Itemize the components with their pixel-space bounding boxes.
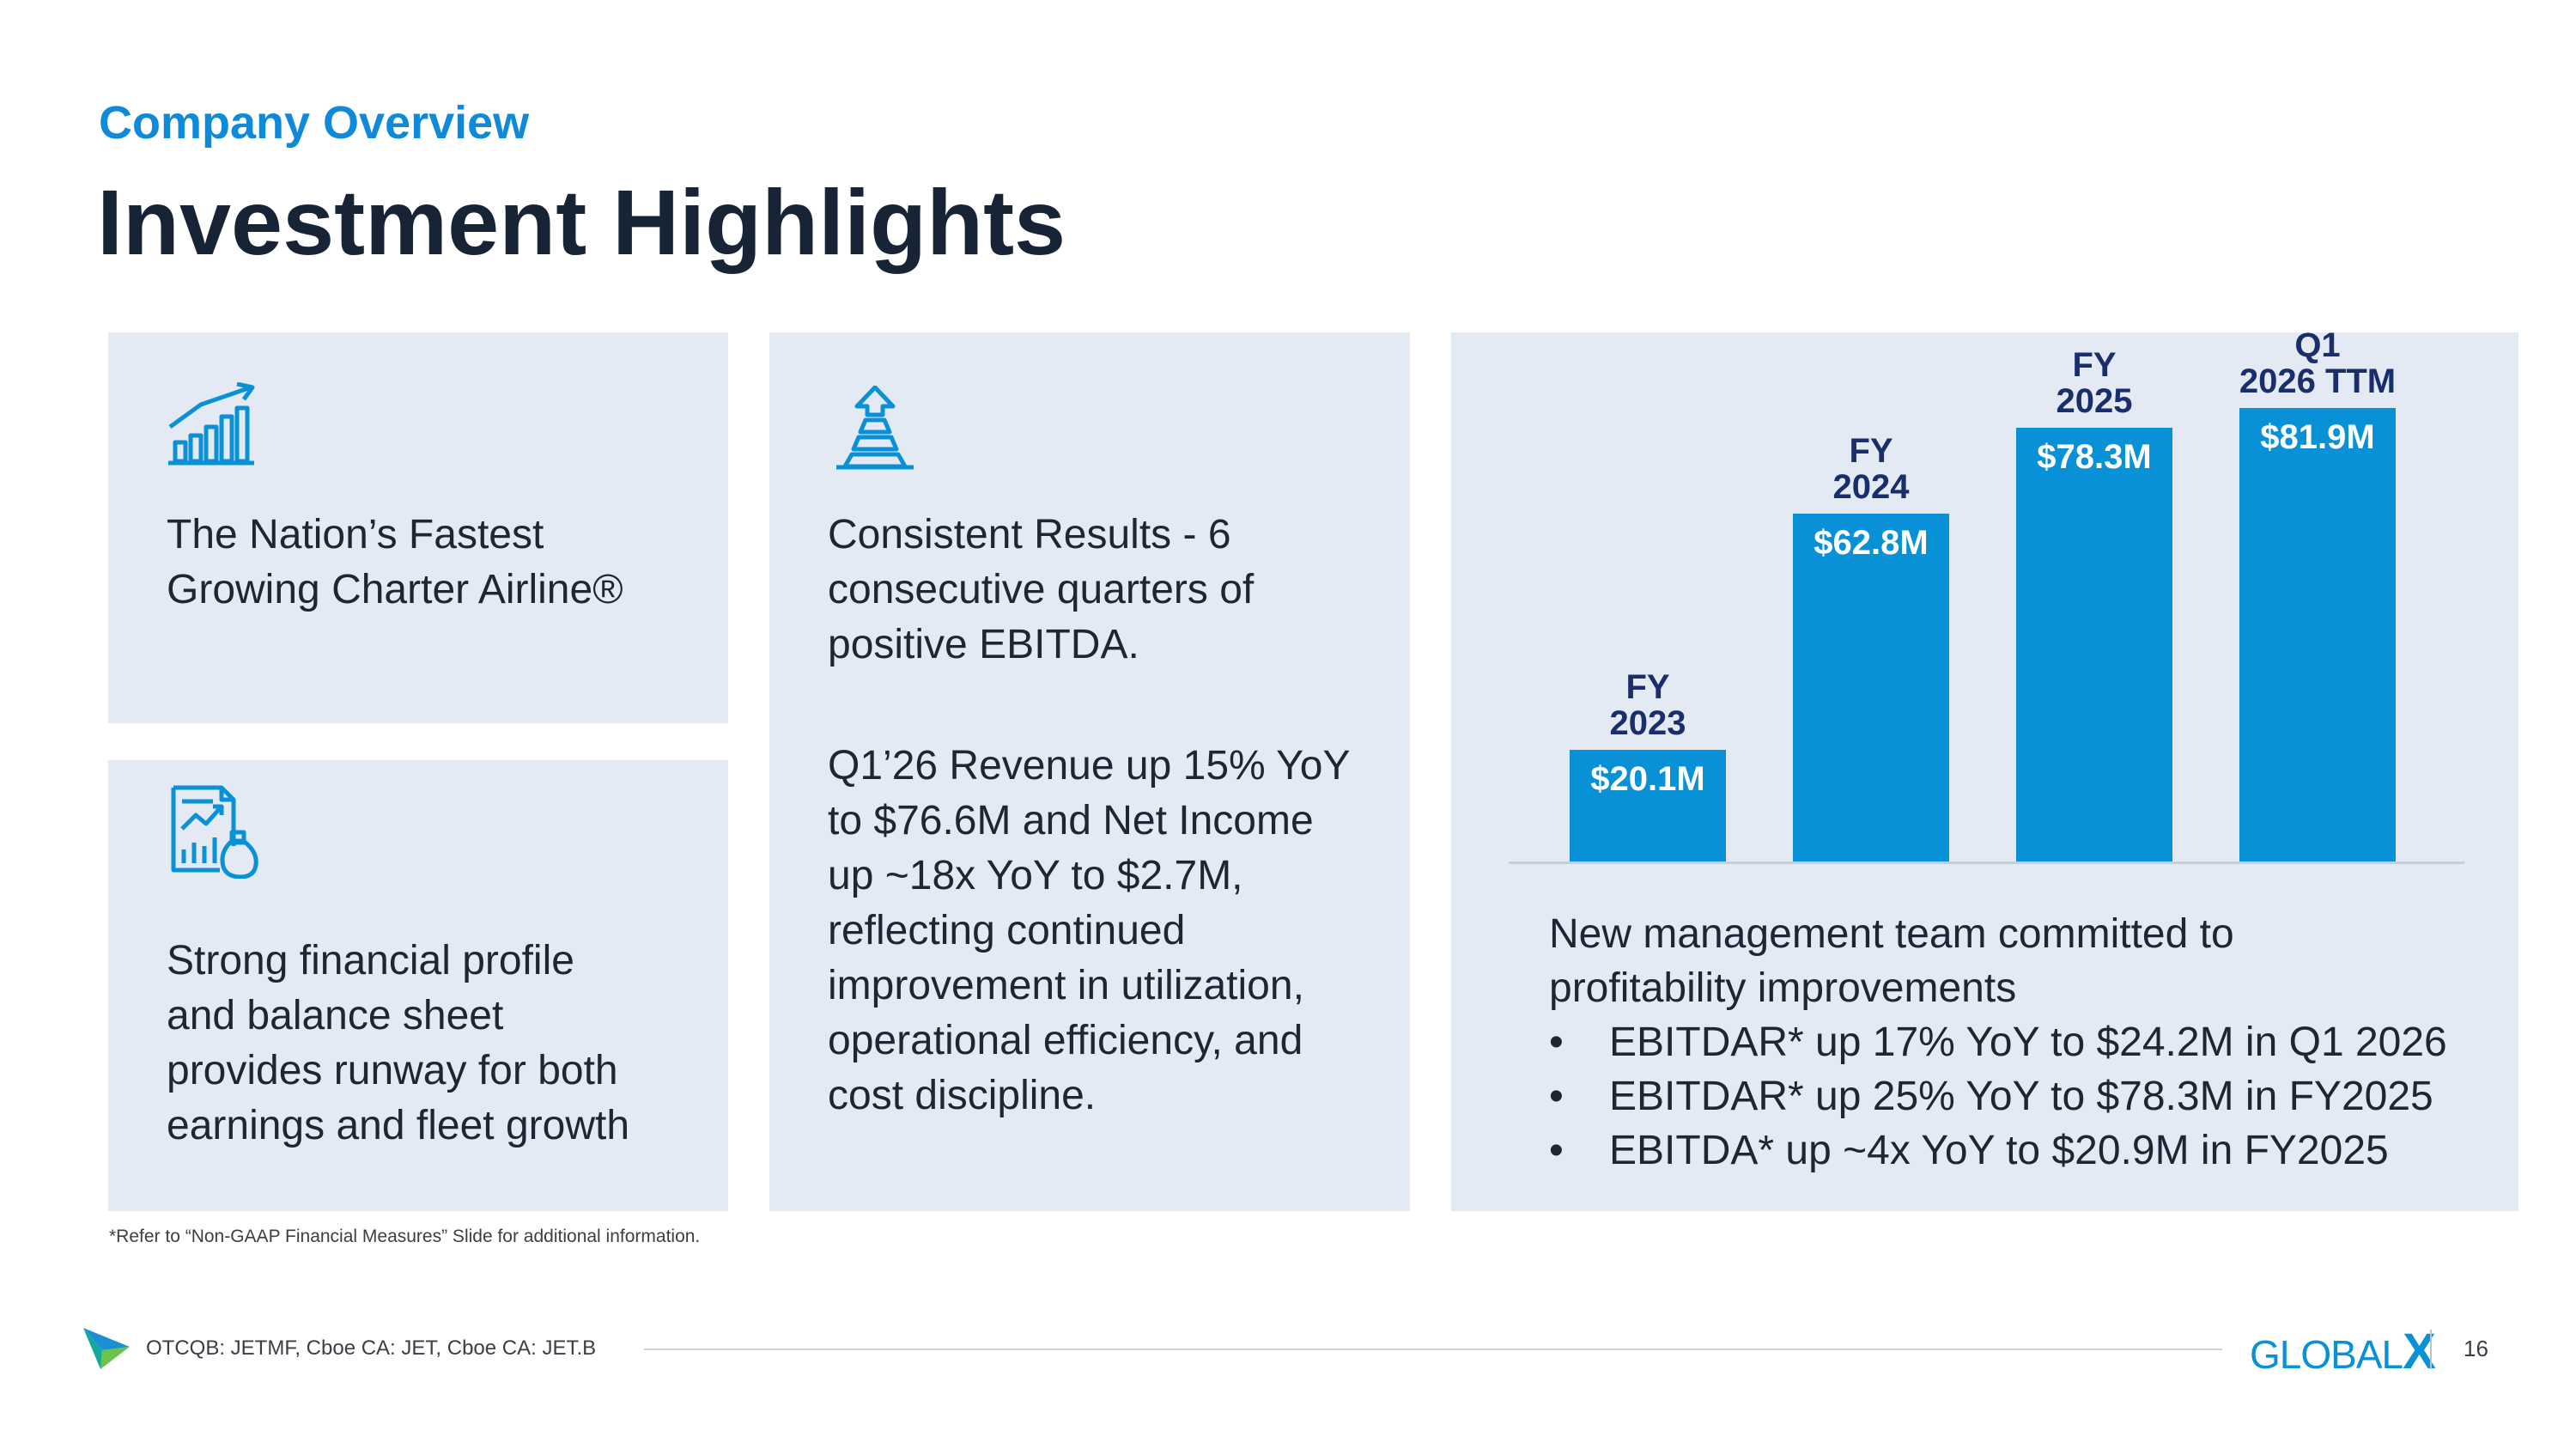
- growth-chart-icon: [168, 382, 255, 466]
- page-title: Investment Highlights: [97, 170, 1066, 274]
- chart-category-label: FY 2024: [1759, 433, 1983, 505]
- management-block: New management team committed to profita…: [1549, 907, 2447, 1178]
- chart-category-line: 2026 TTM: [2239, 362, 2397, 401]
- chart-bar: [1570, 750, 1726, 861]
- chart-bar: [2239, 408, 2396, 861]
- financial-text-line3: provides runway for both: [167, 1048, 618, 1093]
- results-para1-line1: Consistent Results - 6: [828, 512, 1231, 557]
- management-line1: New management team committed to: [1549, 911, 2234, 957]
- chart-category-line: FY: [1625, 668, 1670, 707]
- results-para1-line3: positive EBITDA.: [828, 622, 1139, 667]
- results-para1-line2: consecutive quarters of: [828, 567, 1255, 612]
- card-growth: The Nation’s Fastest Growing Charter Air…: [108, 332, 728, 723]
- management-bullets: EBITDAR* up 17% YoY to $24.2M in Q1 2026…: [1549, 1015, 2447, 1178]
- chart-category-label: FY 2023: [1536, 669, 1759, 741]
- management-line2: profitability improvements: [1549, 965, 2017, 1011]
- management-bullet-1: EBITDAR* up 17% YoY to $24.2M in Q1 2026: [1549, 1015, 2447, 1069]
- results-para2-line5: improvement in utilization,: [828, 963, 1304, 1008]
- page-number: 16: [2464, 1336, 2488, 1361]
- results-para2-line2: to $76.6M and Net Income: [828, 798, 1314, 843]
- revenue-bar-chart: $20.1M FY 2023 $62.8M FY 2024 $78.3M FY 2025 $81.…: [1509, 327, 2464, 876]
- footer-tickers: OTCQB: JETMF, Cboe CA: JET, Cboe CA: JET…: [146, 1336, 597, 1360]
- results-para2-line3: up ~18x YoY to $2.7M,: [828, 853, 1243, 898]
- footer-divider: [644, 1349, 2222, 1350]
- management-bullet-2: EBITDAR* up 25% YoY to $78.3M in FY2025: [1549, 1069, 2447, 1123]
- chart-value-label: $62.8M: [1814, 524, 1929, 563]
- financial-text-line1: Strong financial profile: [167, 938, 574, 983]
- chart-category-line: FY: [1849, 432, 1893, 471]
- financial-text-line2: and balance sheet: [167, 993, 504, 1038]
- section-label: Company Overview: [99, 97, 530, 149]
- globalx-logo: GLOBALX: [2250, 1323, 2436, 1380]
- chart-baseline: [1509, 861, 2464, 864]
- chart-value-label: $81.9M: [2260, 418, 2375, 457]
- chart-category-line: 2023: [1609, 704, 1686, 743]
- chart-category-line: 2025: [2056, 382, 2133, 421]
- chart-bar: [2016, 428, 2172, 861]
- results-para2-line6: operational efficiency, and: [828, 1018, 1303, 1063]
- results-para2-line7: cost discipline.: [828, 1073, 1097, 1118]
- chart-bar: [1793, 514, 1949, 861]
- results-para2-line4: reflecting continued: [828, 908, 1186, 953]
- chart-category-label: Q1 2026 TTM: [2206, 327, 2429, 399]
- management-bullet-3: EBITDA* up ~4x YoY to $20.9M in FY2025: [1549, 1123, 2447, 1178]
- card-results: Consistent Results - 6 consecutive quart…: [769, 332, 1410, 1211]
- card-financial: Strong financial profile and balance she…: [108, 760, 728, 1211]
- company-logo-icon: [83, 1328, 130, 1369]
- chart-category-line: Q1: [2294, 326, 2341, 365]
- chart-category-line: FY: [2072, 346, 2117, 385]
- footnote: *Refer to “Non-GAAP Financial Measures” …: [109, 1227, 701, 1246]
- growth-text-line2: Growing Charter Airline®: [167, 567, 623, 612]
- results-para2-line1: Q1’26 Revenue up 15% YoY: [828, 743, 1351, 788]
- financial-report-icon: [171, 785, 258, 879]
- growth-text-line1: The Nation’s Fastest: [167, 512, 544, 557]
- chart-value-label: $78.3M: [2037, 438, 2152, 477]
- upward-pyramid-icon: [836, 386, 914, 470]
- chart-category-label: FY 2025: [1983, 347, 2206, 419]
- chart-value-label: $20.1M: [1590, 760, 1705, 799]
- financial-text-line4: earnings and fleet growth: [167, 1103, 630, 1148]
- logo-text: GLOBAL: [2250, 1332, 2403, 1377]
- page-separator: [2430, 1330, 2432, 1369]
- chart-category-line: 2024: [1832, 468, 1910, 507]
